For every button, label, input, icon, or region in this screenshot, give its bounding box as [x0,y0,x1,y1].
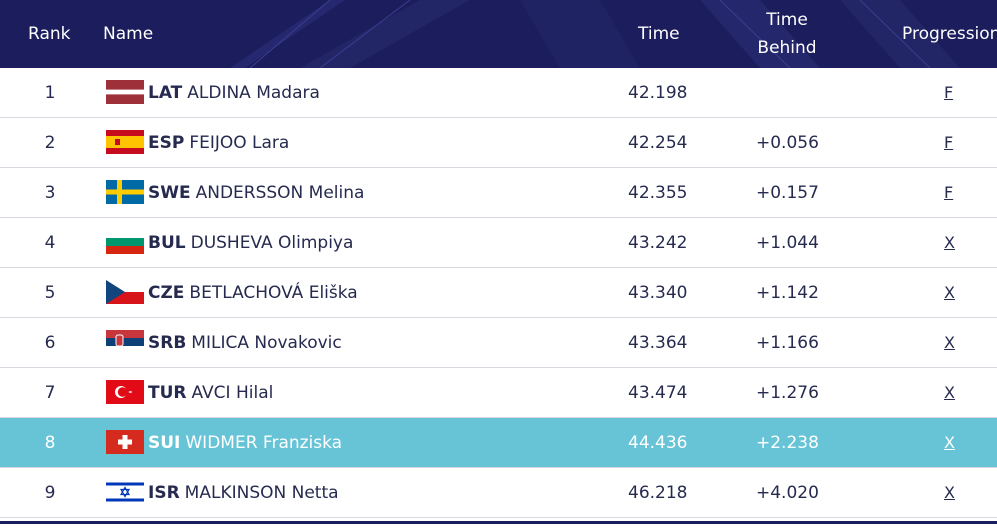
rank-cell: 1 [44,82,56,103]
athlete-name: DUSHEVA Olimpiya [190,232,354,253]
athlete-name: ALDINA Madara [187,82,320,103]
country-code: SWE [148,182,191,203]
athlete-name-cell[interactable]: CZE BETLACHOVÁ Eliška [148,268,358,317]
progression-cell[interactable]: F [944,183,954,202]
athlete-name: MILICA Novakovic [191,332,342,353]
rank-cell: 3 [44,182,56,203]
progression-cell[interactable]: X [944,283,955,302]
country-code: CZE [148,282,185,303]
header-progression[interactable]: Progression [902,24,997,44]
table-bottom-border [0,521,997,524]
rank-cell: 8 [44,432,56,453]
country-code: SUI [148,432,181,453]
time-behind-cell: +4.020 [756,482,819,503]
athlete-name: WIDMER Franziska [185,432,343,453]
time-behind-cell: +0.157 [756,182,819,203]
progression-cell[interactable]: X [944,483,955,502]
header-rank[interactable]: Rank [28,24,71,44]
time-behind-cell: +2.238 [756,432,819,453]
header-time-behind[interactable]: Time Behind [757,0,817,68]
country-code: ISR [148,482,180,503]
time-cell: 43.340 [628,282,688,303]
time-cell: 44.436 [628,432,688,453]
progression-cell[interactable]: X [944,433,955,452]
time-cell: 46.218 [628,482,688,503]
time-behind-cell: +1.276 [756,382,819,403]
time-cell: 43.474 [628,382,688,403]
athlete-name-cell[interactable]: ISR MALKINSON Netta [148,468,339,517]
serbia-flag-icon [106,330,144,354]
country-code: LAT [148,82,183,103]
table-row[interactable]: 3 SWE ANDERSSON Melina 42.355 +0.157 F [0,168,997,218]
rank-cell: 7 [44,382,56,403]
progression-cell[interactable]: F [944,133,954,152]
table-row[interactable]: 4 BUL DUSHEVA Olimpiya 43.242 +1.044 X [0,218,997,268]
header-time[interactable]: Time [638,24,680,44]
time-behind-cell: +1.166 [756,332,819,353]
progression-cell[interactable]: X [944,333,955,352]
header-time-behind-line1: Time [766,10,808,30]
athlete-name-cell[interactable]: LAT ALDINA Madara [148,68,320,117]
time-behind-cell: +1.044 [756,232,819,253]
country-code: BUL [148,232,186,253]
sweden-flag-icon [106,180,144,204]
table-row[interactable]: 5 CZE BETLACHOVÁ Eliška 43.340 +1.142 X [0,268,997,318]
athlete-name: MALKINSON Netta [184,482,339,503]
rank-cell: 2 [44,132,56,153]
time-cell: 43.364 [628,332,688,353]
athlete-name: AVCI Hilal [191,382,274,403]
progression-cell[interactable]: X [944,233,955,252]
country-code: TUR [148,382,187,403]
time-behind-cell: +1.142 [756,282,819,303]
turkey-flag-icon [106,380,144,404]
table-row[interactable]: 8 SUI WIDMER Franziska 44.436 +2.238 X [0,418,997,468]
table-header: Rank Name Time Time Behind Progression [0,0,997,68]
athlete-name-cell[interactable]: SWE ANDERSSON Melina [148,168,364,217]
rank-cell: 9 [44,482,56,503]
country-code: SRB [148,332,187,353]
progression-cell[interactable]: X [944,383,955,402]
athlete-name: ANDERSSON Melina [195,182,365,203]
athlete-name-cell[interactable]: SRB MILICA Novakovic [148,318,342,367]
progression-cell[interactable]: F [944,83,954,102]
bulgaria-flag-icon [106,230,144,254]
rank-cell: 6 [44,332,56,353]
switzerland-flag-icon [106,430,144,454]
table-body: 1 LAT ALDINA Madara 42.198 F 2 ESP FEIJOO Lara 4… [0,68,997,518]
table-row[interactable]: 1 LAT ALDINA Madara 42.198 F [0,68,997,118]
time-cell: 42.254 [628,132,688,153]
table-row[interactable]: 9 ISR MALKINSON Netta 46.218 +4.020 X [0,468,997,518]
athlete-name-cell[interactable]: TUR AVCI Hilal [148,368,273,417]
athlete-name: FEIJOO Lara [189,132,290,153]
time-cell: 42.198 [628,82,688,103]
athlete-name-cell[interactable]: SUI WIDMER Franziska [148,418,342,467]
table-row[interactable]: 2 ESP FEIJOO Lara 42.254 +0.056 F [0,118,997,168]
header-decoration [230,0,960,68]
spain-flag-icon [106,130,144,154]
time-cell: 43.242 [628,232,688,253]
rank-cell: 4 [44,232,56,253]
header-time-behind-line2: Behind [757,38,817,58]
israel-flag-icon [106,480,144,504]
header-name[interactable]: Name [103,24,154,44]
athlete-name-cell[interactable]: BUL DUSHEVA Olimpiya [148,218,353,267]
athlete-name: BETLACHOVÁ Eliška [189,282,358,303]
time-cell: 42.355 [628,182,688,203]
athlete-name-cell[interactable]: ESP FEIJOO Lara [148,118,289,167]
czechia-flag-icon [106,280,144,304]
time-behind-cell: +0.056 [756,132,819,153]
table-row[interactable]: 6 SRB MILICA Novakovic 43.364 +1.166 X [0,318,997,368]
rank-cell: 5 [44,282,56,303]
latvia-flag-icon [106,80,144,104]
country-code: ESP [148,132,185,153]
table-row[interactable]: 7 TUR AVCI Hilal 43.474 +1.276 X [0,368,997,418]
